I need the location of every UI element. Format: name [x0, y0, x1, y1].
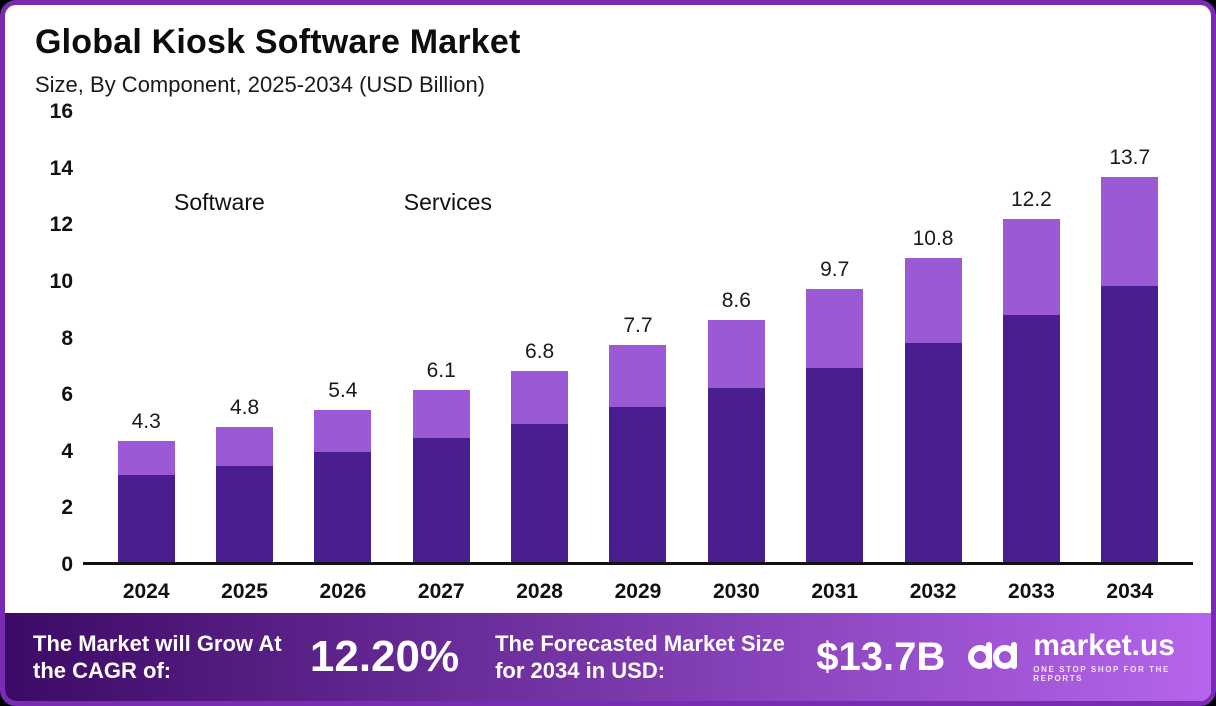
x-axis-label: 2024	[122, 580, 170, 603]
y-tick-label: 10	[49, 269, 73, 293]
bar-segment-services	[117, 441, 175, 475]
bar-segment-software	[216, 466, 274, 562]
chart-title: Global Kiosk Software Market	[35, 23, 521, 61]
brand-text: market.us ONE STOP SHOP FOR THE REPORTS	[1033, 629, 1175, 684]
bar-segment-services	[511, 370, 569, 425]
x-axis-label: 2030	[712, 580, 760, 603]
brand-logo: market.us ONE STOP SHOP FOR THE REPORTS	[967, 631, 1183, 683]
bar-segment-services	[1101, 176, 1159, 287]
bar-group: 13.7	[1081, 112, 1179, 562]
bar-segment-software	[1101, 286, 1159, 562]
marketus-logo-icon	[967, 635, 1021, 680]
bar-group: 6.8	[490, 112, 588, 562]
bar-group: 4.3	[97, 112, 195, 562]
brand-tagline: ONE STOP SHOP FOR THE REPORTS	[1033, 665, 1170, 683]
bar-segment-services	[1002, 218, 1060, 315]
chart-header: Global Kiosk Software Market Size, By Co…	[5, 5, 1211, 98]
x-axis-labels: 2024 2025 2026 2027 2028 2029 2030 2031 2032 2033…	[83, 565, 1193, 613]
plot-area: Software Services 4.3 4.8 5.4 6.1 6.8 7.7 8.6 9…	[83, 112, 1193, 565]
bar-total-label: 4.3	[131, 410, 161, 434]
bar-group: 6.1	[392, 112, 490, 562]
bar-segment-software	[314, 452, 372, 562]
x-axis-label: 2027	[417, 580, 465, 603]
y-tick-label: 2	[61, 496, 73, 520]
bars-container: 4.3 4.8 5.4 6.1 6.8 7.7 8.6 9.7 10.8 12.2 13.7	[83, 112, 1193, 562]
y-tick-label: 6	[61, 383, 73, 407]
forecast-value: $13.7B	[816, 634, 946, 679]
bar-segment-services	[609, 345, 667, 408]
legend: Software Services	[145, 189, 492, 216]
bar-group: 9.7	[786, 112, 884, 562]
bar-group: 7.7	[589, 112, 687, 562]
chart-subtitle: Size, By Component, 2025-2034 (USD Billi…	[35, 72, 486, 97]
bar-segment-services	[806, 289, 864, 368]
x-axis-label: 2031	[811, 580, 859, 603]
bar-total-label: 10.8	[912, 227, 954, 251]
bar-segment-software	[609, 407, 667, 562]
y-axis: 0 2 4 6 8 10 12 14 16	[11, 100, 83, 576]
cagr-value: 12.20%	[309, 632, 460, 681]
x-axis-label: 2028	[516, 580, 563, 603]
bar-segment-software	[806, 367, 864, 562]
bar-total-label: 5.4	[328, 379, 358, 403]
bar-segment-software	[117, 474, 175, 562]
y-tick-label: 0	[61, 553, 73, 576]
bar-segment-services	[412, 390, 470, 439]
bar-total-label: 9.7	[820, 258, 850, 282]
bar-segment-software	[707, 387, 765, 562]
legend-label-services: Services	[403, 188, 492, 215]
bar-total-label: 8.6	[721, 289, 751, 313]
bar-group: 12.2	[982, 112, 1080, 562]
legend-item-services: Services	[375, 189, 492, 216]
bar-group: 4.8	[195, 112, 293, 562]
legend-label-software: Software	[174, 188, 265, 215]
x-axis-label: 2029	[614, 580, 662, 603]
services-swatch-icon	[375, 193, 394, 212]
x-axis-label: 2033	[1008, 580, 1055, 603]
bar-total-label: 13.7	[1109, 145, 1151, 169]
x-axis-label: 2034	[1106, 580, 1154, 603]
forecast-label: The Forecasted Market Size for 2034 in U…	[495, 630, 785, 684]
bar-total-label: 7.7	[623, 314, 653, 338]
bar-segment-software	[412, 438, 470, 562]
chart-area: 0 2 4 6 8 10 12 14 16 Software Services 4.3 4.8 5.…	[5, 98, 1211, 613]
y-tick-label: 12	[49, 213, 73, 237]
y-tick-label: 8	[61, 326, 73, 350]
bar-segment-software	[904, 342, 962, 562]
bar-group: 8.6	[687, 112, 785, 562]
bar-segment-software	[511, 424, 569, 562]
bar-total-label: 6.1	[426, 359, 456, 383]
bar-total-label: 4.8	[229, 396, 260, 419]
cagr-label: The Market will Grow At the CAGR of:	[33, 630, 282, 684]
software-swatch-icon	[145, 193, 164, 212]
x-axis-label: 2032	[909, 580, 957, 603]
x-axis-label: 2025	[221, 580, 268, 603]
bar-total-label: 6.8	[525, 339, 555, 363]
bar-group: 10.8	[884, 112, 982, 562]
bar-total-label: 12.2	[1010, 187, 1052, 211]
y-tick-label: 4	[61, 439, 73, 463]
footer-banner: The Market will Grow At the CAGR of: 12.…	[5, 613, 1211, 701]
bar-segment-services	[904, 258, 962, 343]
legend-item-software: Software	[145, 189, 265, 216]
y-tick-label: 16	[49, 100, 73, 123]
bar-segment-services	[314, 410, 372, 453]
bar-group: 5.4	[294, 112, 392, 562]
x-axis-label: 2026	[319, 580, 367, 603]
bar-segment-software	[1002, 314, 1060, 562]
bar-segment-services	[216, 427, 274, 467]
bar-segment-services	[707, 320, 765, 388]
brand-name: market.us	[1033, 629, 1175, 662]
y-tick-label: 14	[49, 156, 73, 180]
